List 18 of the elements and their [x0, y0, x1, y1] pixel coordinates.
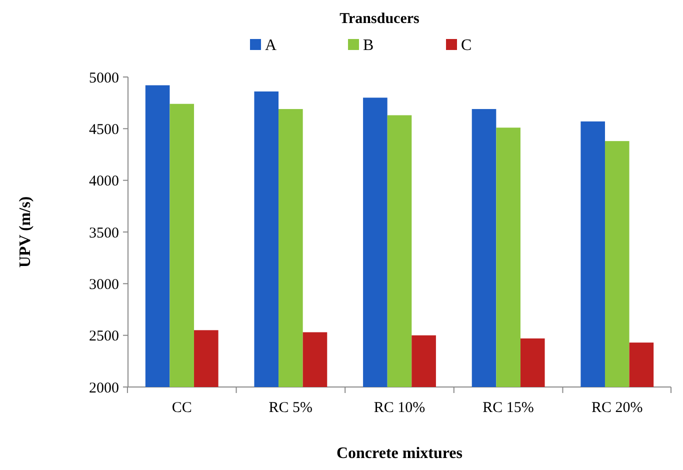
x-tick-label: RC 15% — [482, 400, 534, 416]
legend-title: Transducers — [340, 11, 420, 27]
legend-label: B — [363, 37, 374, 54]
x-tick-label: CC — [172, 400, 192, 416]
x-tick-label: RC 10% — [374, 400, 426, 416]
y-axis-title: UPV (m/s) — [17, 196, 34, 268]
y-tick-label: 4500 — [89, 122, 119, 138]
y-tick-label: 2000 — [89, 380, 119, 396]
y-tick-label: 3500 — [89, 225, 119, 242]
y-tick-label: 3000 — [89, 276, 119, 293]
x-axis-title: Concrete mixtures — [336, 445, 463, 462]
x-tick-label: RC 5% — [268, 400, 313, 416]
legend-label: A — [265, 37, 277, 54]
legend-label: C — [461, 37, 472, 54]
x-tick-label: RC 20% — [592, 400, 643, 416]
y-tick-label: 5000 — [89, 70, 119, 86]
y-tick-label: 2500 — [89, 328, 119, 345]
y-tick-label: 4000 — [89, 174, 119, 190]
